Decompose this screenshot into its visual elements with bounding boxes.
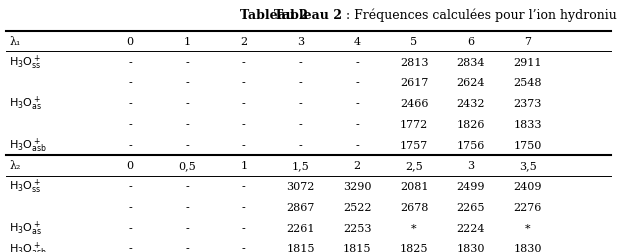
Text: 0: 0 [126, 161, 134, 171]
Text: -: - [185, 78, 189, 88]
Text: λ₂: λ₂ [9, 161, 20, 171]
Text: -: - [128, 181, 132, 192]
Text: -: - [128, 202, 132, 212]
Text: 1815: 1815 [343, 243, 371, 252]
Text: -: - [242, 202, 246, 212]
Text: 2081: 2081 [400, 181, 428, 192]
Text: $\mathrm{H_3O^+_{ss}}$: $\mathrm{H_3O^+_{ss}}$ [9, 177, 41, 196]
Text: 1: 1 [240, 161, 247, 171]
Text: 1756: 1756 [457, 140, 485, 150]
Text: 2834: 2834 [457, 57, 485, 68]
Text: 1830: 1830 [513, 243, 542, 252]
Text: -: - [355, 57, 359, 68]
Text: -: - [128, 78, 132, 88]
Text: -: - [242, 223, 246, 233]
Text: 0: 0 [126, 37, 134, 47]
Text: 1815: 1815 [286, 243, 315, 252]
Text: $\mathrm{H_3O^+_{asb}}$: $\mathrm{H_3O^+_{asb}}$ [9, 136, 47, 154]
Text: -: - [299, 140, 302, 150]
Text: -: - [128, 57, 132, 68]
Text: -: - [128, 140, 132, 150]
Text: 3072: 3072 [286, 181, 315, 192]
Text: 7: 7 [524, 37, 531, 47]
Text: -: - [242, 243, 246, 252]
Text: -: - [185, 202, 189, 212]
Text: -: - [242, 119, 246, 130]
Text: 2813: 2813 [400, 57, 428, 68]
Text: 3: 3 [297, 37, 304, 47]
Text: -: - [242, 140, 246, 150]
Text: λ₁: λ₁ [9, 37, 20, 47]
Text: 3,5: 3,5 [519, 161, 536, 171]
Text: 1750: 1750 [513, 140, 542, 150]
Text: $\mathrm{H_3O^+_{as}}$: $\mathrm{H_3O^+_{as}}$ [9, 219, 43, 237]
Text: -: - [128, 99, 132, 109]
Text: -: - [242, 57, 246, 68]
Text: 1757: 1757 [400, 140, 428, 150]
Text: -: - [185, 140, 189, 150]
Text: 2: 2 [240, 37, 247, 47]
Text: 1772: 1772 [400, 119, 428, 130]
Text: 1830: 1830 [457, 243, 485, 252]
Text: -: - [185, 223, 189, 233]
Text: $\mathrm{H_3O^+_{asb}}$: $\mathrm{H_3O^+_{asb}}$ [9, 239, 47, 252]
Text: 1833: 1833 [513, 119, 542, 130]
Text: -: - [128, 223, 132, 233]
Text: 1,5: 1,5 [292, 161, 309, 171]
Text: -: - [355, 78, 359, 88]
Text: 2432: 2432 [457, 99, 485, 109]
Text: 2276: 2276 [513, 202, 542, 212]
Text: -: - [128, 119, 132, 130]
Text: -: - [185, 181, 189, 192]
Text: 2253: 2253 [343, 223, 371, 233]
Text: 2522: 2522 [343, 202, 371, 212]
Text: 3: 3 [467, 161, 474, 171]
Text: 2409: 2409 [513, 181, 542, 192]
Text: -: - [242, 181, 246, 192]
Text: -: - [242, 78, 246, 88]
Text: -: - [299, 119, 302, 130]
Text: 2,5: 2,5 [405, 161, 423, 171]
Text: Tableau 2: Tableau 2 [275, 9, 342, 22]
Text: -: - [185, 119, 189, 130]
Text: *: * [411, 223, 417, 233]
Text: -: - [355, 119, 359, 130]
Text: 2624: 2624 [457, 78, 485, 88]
Text: -: - [355, 140, 359, 150]
Text: $\mathrm{H_3O^+_{as}}$: $\mathrm{H_3O^+_{as}}$ [9, 95, 43, 113]
Text: 1825: 1825 [400, 243, 428, 252]
Text: $\mathrm{H_3O^+_{ss}}$: $\mathrm{H_3O^+_{ss}}$ [9, 53, 41, 72]
Text: -: - [299, 78, 302, 88]
Text: 0,5: 0,5 [178, 161, 196, 171]
Text: -: - [355, 99, 359, 109]
Text: 2373: 2373 [513, 99, 542, 109]
Text: 6: 6 [467, 37, 474, 47]
Text: -: - [185, 99, 189, 109]
Text: 2911: 2911 [513, 57, 542, 68]
Text: -: - [185, 57, 189, 68]
Text: -: - [299, 99, 302, 109]
Text: 2548: 2548 [513, 78, 542, 88]
Text: 2224: 2224 [457, 223, 485, 233]
Text: : Fréquences calculées pour l’ion hydronium (cm⁻¹): : Fréquences calculées pour l’ion hydron… [342, 9, 617, 22]
Text: 3290: 3290 [343, 181, 371, 192]
Text: -: - [242, 99, 246, 109]
Text: 2265: 2265 [457, 202, 485, 212]
Text: 2466: 2466 [400, 99, 428, 109]
Text: Tableau 2: Tableau 2 [241, 9, 308, 22]
Text: 2261: 2261 [286, 223, 315, 233]
Text: 4: 4 [354, 37, 361, 47]
Text: -: - [299, 57, 302, 68]
Text: -: - [128, 243, 132, 252]
Text: 2: 2 [354, 161, 361, 171]
Text: 2499: 2499 [457, 181, 485, 192]
Text: 5: 5 [410, 37, 418, 47]
Text: -: - [185, 243, 189, 252]
Text: 1: 1 [183, 37, 191, 47]
Text: 2867: 2867 [286, 202, 315, 212]
Text: 2617: 2617 [400, 78, 428, 88]
Text: *: * [524, 223, 531, 233]
Text: 1826: 1826 [457, 119, 485, 130]
Text: 2678: 2678 [400, 202, 428, 212]
